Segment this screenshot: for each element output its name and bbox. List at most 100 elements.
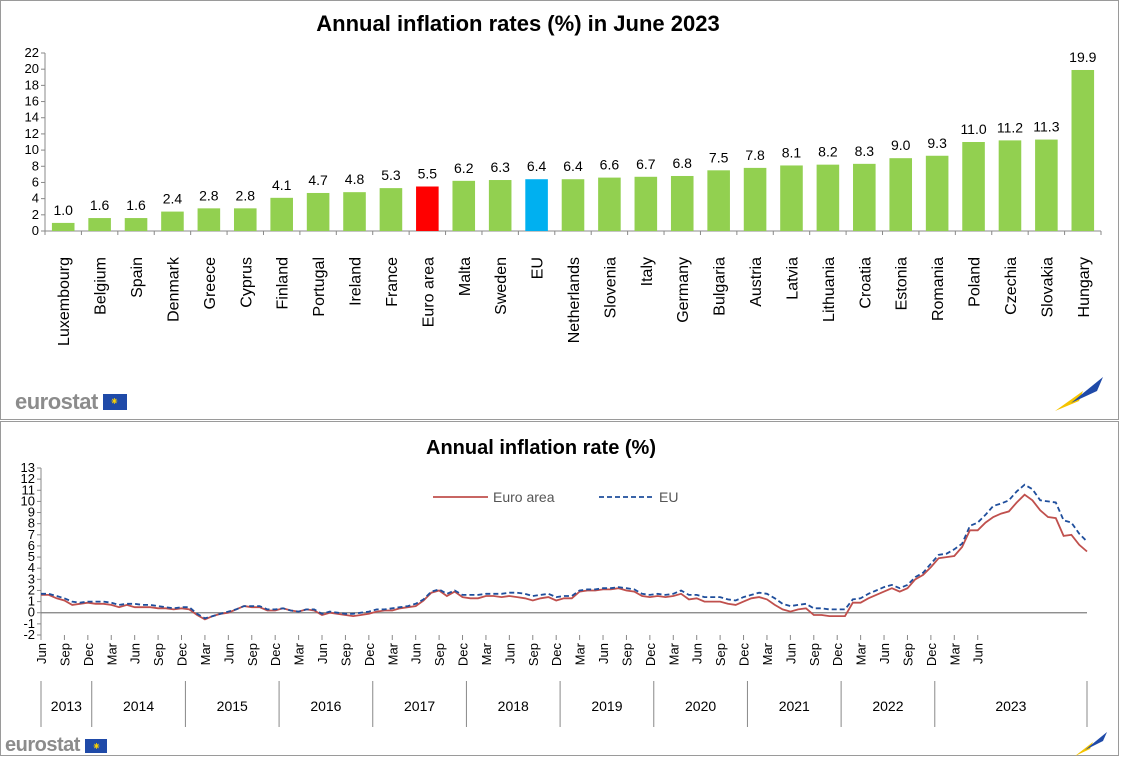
month-tick-label: Mar [385,642,400,665]
month-tick-label: Mar [104,642,119,665]
year-label: 2020 [685,698,716,714]
category-label: Ireland [348,257,365,306]
y-tick-label: 1 [28,594,35,609]
category-label: Cyprus [238,257,255,308]
month-tick-label: Jun [128,643,143,664]
bar-czechia [998,140,1022,231]
data-label: 8.2 [818,144,838,160]
bar-netherlands [561,179,585,231]
y-tick-label: 3 [28,571,35,586]
bar-slovakia [1035,139,1058,231]
month-tick-label: Dec [830,643,845,667]
bar-greece [197,208,221,231]
category-label: EU [530,257,547,279]
y-tick-label: 5 [28,549,35,564]
bar-slovenia [598,177,621,231]
month-tick-label: Jun [596,643,611,664]
y-tick-label: 8 [32,158,39,173]
category-label: Euro area [420,257,437,327]
category-label: Estonia [894,257,911,310]
bar-hungary [1071,69,1095,231]
bar-luxembourg [51,222,75,231]
month-tick-label: Sep [619,643,634,666]
month-tick-label: Sep [807,643,822,666]
line-chart-title: Annual inflation rate (%) [426,437,656,459]
y-tick-label: 6 [32,174,39,189]
y-tick-label: 2 [28,582,35,597]
category-label: Netherlands [566,257,583,343]
month-tick-label: Dec [737,643,752,667]
data-label: 9.3 [927,135,947,151]
data-label: 2.4 [163,191,183,207]
y-tick-label: 4 [28,560,35,575]
month-tick-label: Dec [81,643,96,667]
year-label: 2019 [591,698,622,714]
y-tick-label: 8 [28,516,35,531]
month-tick-label: Jun [783,643,798,664]
eurostat-wordmark: eurostat [5,734,80,756]
year-label: 2018 [498,698,529,714]
bar-finland [270,197,293,231]
bar-estonia [889,158,913,231]
year-label: 2021 [779,698,810,714]
eurostat-swoosh-icon [1075,732,1107,756]
category-label: Finland [275,257,292,309]
bar-latvia [780,165,803,231]
bar-cyprus [233,208,257,231]
category-label: Denmark [165,256,182,322]
category-label: Latvia [784,257,801,300]
y-tick-label: 0 [28,605,35,620]
data-label: 19.9 [1069,49,1096,65]
month-tick-label: Sep [338,643,353,666]
y-tick-label: 12 [21,471,35,486]
month-tick-label: Jun [315,643,330,664]
bar-denmark [161,211,184,231]
eurostat-logo-top: eurostat [15,389,127,415]
data-label: 2.8 [236,187,256,203]
y-tick-label: -2 [23,627,35,642]
bar-austria [743,167,767,231]
y-tick-label: 12 [25,126,39,141]
bar-belgium [88,218,111,231]
bar-france [379,188,403,231]
category-label: Portugal [311,257,328,317]
month-tick-label: Jun [502,643,517,664]
bar-malta [452,180,476,231]
data-label: 1.6 [126,197,146,213]
month-tick-label: Mar [292,642,307,665]
category-label: Belgium [93,257,110,315]
category-label: Bulgaria [712,257,729,316]
bar-chart: Annual inflation rates (%) in June 2023 … [25,11,1102,346]
year-label: 2015 [217,698,248,714]
month-tick-label: Mar [947,642,962,665]
data-label: 4.7 [308,172,328,188]
bar-poland [962,142,985,231]
year-label: 2017 [404,698,435,714]
y-tick-label: 10 [21,493,35,508]
category-label: Malta [457,257,474,296]
year-label: 2013 [51,698,82,714]
month-tick-label: Sep [57,643,72,666]
month-tick-label: Mar [479,642,494,665]
month-tick-label: Sep [245,643,260,666]
y-tick-label: 0 [32,223,39,238]
legend-label: EU [659,489,678,505]
data-label: 1.6 [90,197,110,213]
bar-romania [925,155,949,231]
y-tick-label: 6 [28,538,35,553]
line-chart-legend: Euro area EU [433,489,678,505]
year-label: 2023 [995,698,1026,714]
month-tick-label: Mar [854,642,869,665]
month-tick-label: Mar [666,642,681,665]
month-tick-label: Sep [900,643,915,666]
bar-sweden [488,180,512,231]
data-label: 7.5 [709,149,729,165]
month-tick-label: Jun [221,643,236,664]
category-label: Austria [748,257,765,307]
month-tick-label: Mar [198,642,213,665]
month-tick-label: Sep [526,643,541,666]
category-label: Poland [967,257,984,307]
bar-italy [634,176,658,231]
eurostat-swoosh-icon [1055,377,1103,411]
